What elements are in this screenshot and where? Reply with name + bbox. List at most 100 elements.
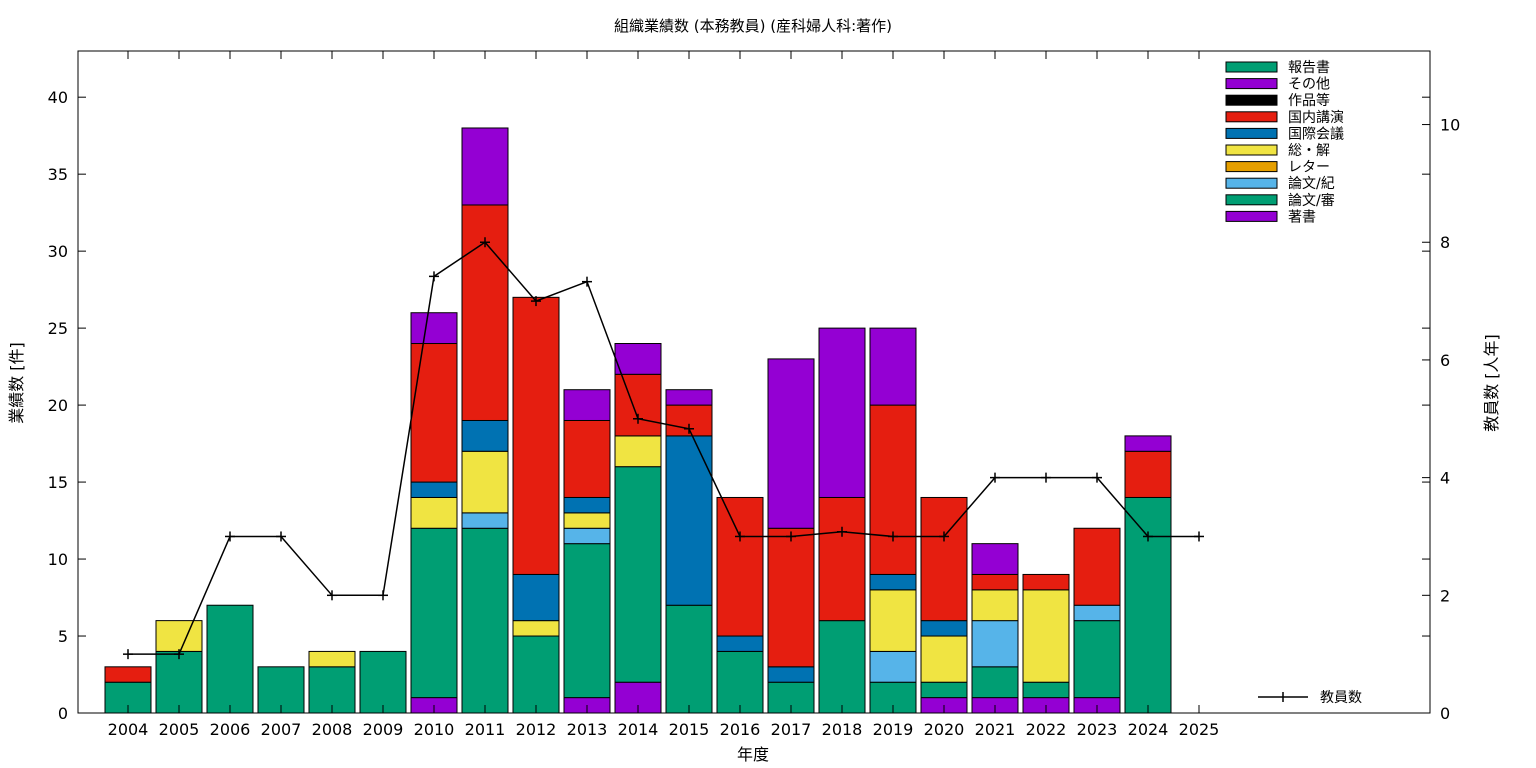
teacher-count-point	[1092, 472, 1102, 483]
bar-segment	[1124, 496, 1172, 714]
bar-segment	[1073, 527, 1121, 606]
teacher-count-point	[378, 590, 388, 601]
y-tick-label: 5	[58, 627, 68, 646]
teacher-count-point	[684, 423, 694, 434]
legend-swatch	[1225, 111, 1278, 123]
x-tick-label: 2015	[669, 720, 710, 739]
bar-segment	[461, 127, 509, 206]
bar-segment	[563, 512, 611, 529]
bar-segment	[665, 389, 713, 406]
bar-segment	[104, 666, 152, 683]
bar-segment	[512, 296, 560, 575]
y-tick-label: 15	[48, 473, 68, 492]
x-tick-label: 2004	[108, 720, 149, 739]
teacher-count-point	[633, 413, 643, 424]
left-axis: 0 5 10 15 20 25 30 35 40	[48, 88, 1430, 723]
bar-segment	[410, 343, 458, 483]
bar-segment	[461, 419, 509, 452]
bar-segment	[614, 343, 662, 375]
legend-label: 作品等	[1288, 92, 1330, 109]
x-axis: 2004 2005 2006 2007 2008 2009 2010 2011 2012 2013…	[108, 51, 1219, 739]
bar-segment	[767, 358, 815, 529]
legend-label: その他	[1288, 77, 1330, 93]
teacher-count-point	[123, 649, 133, 660]
x-tick-label: 2010	[414, 720, 455, 739]
x-tick-label: 2024	[1128, 720, 1169, 739]
bar-segment	[206, 604, 254, 714]
legend-swatch	[1225, 177, 1278, 189]
teacher-count-point	[174, 649, 184, 660]
bar-segment	[512, 620, 560, 637]
bar-segment	[461, 527, 509, 714]
teacher-count-point	[990, 472, 1000, 483]
bar-segment	[869, 327, 917, 406]
legend-swatch	[1225, 144, 1278, 156]
legend-item: 国際会議	[1225, 125, 1344, 142]
legend-swatch	[1225, 194, 1278, 206]
legend-label: 著書	[1288, 209, 1316, 225]
y2-tick-label: 2	[1440, 586, 1450, 605]
teacher-count-series	[128, 241, 1199, 655]
y2-axis-label: 教員数 [人年]	[1482, 334, 1501, 432]
y2-tick-label: 8	[1440, 233, 1450, 252]
bar-segment	[920, 635, 968, 683]
bar-segment	[359, 650, 407, 714]
bar-segment	[971, 589, 1019, 622]
legend-item-line: 教員数	[1258, 690, 1362, 706]
x-tick-label: 2011	[465, 720, 506, 739]
bar-segment	[971, 666, 1019, 699]
bar-segment	[614, 466, 662, 683]
y2-tick-label: 10	[1440, 116, 1460, 135]
teacher-count-point	[429, 271, 439, 282]
y-tick-label: 35	[48, 165, 68, 184]
bar-segment	[716, 496, 764, 637]
teacher-count-point	[735, 531, 745, 542]
bar-segment	[869, 589, 917, 652]
legend-label: 論文/紀	[1288, 176, 1335, 192]
legend-label: 国際会議	[1288, 125, 1344, 142]
bar-segment	[461, 450, 509, 514]
bar-segment	[563, 389, 611, 421]
teacher-count-point	[582, 276, 592, 287]
bar-segment	[971, 620, 1019, 668]
bar-segment	[920, 496, 968, 622]
bar-segment	[512, 573, 560, 622]
legend-item: その他	[1225, 77, 1330, 93]
bar-segment	[410, 481, 458, 498]
bar-segment	[665, 604, 713, 714]
x-tick-label: 2019	[873, 720, 914, 739]
bar-segment	[971, 573, 1019, 591]
legend-label: 教員数	[1320, 690, 1362, 706]
bar-segment	[155, 650, 203, 714]
bar-segment	[512, 635, 560, 714]
y-tick-label: 10	[48, 550, 68, 569]
legend-swatch	[1225, 161, 1278, 173]
x-tick-label: 2014	[618, 720, 659, 739]
x-tick-label: 2023	[1077, 720, 1118, 739]
y-tick-label: 20	[48, 396, 68, 415]
bar-segment	[461, 512, 509, 529]
bar-segment	[716, 635, 764, 652]
bar-segment	[767, 666, 815, 683]
x-axis-label: 年度	[737, 745, 769, 764]
bar-segment	[818, 327, 866, 498]
x-tick-label: 2021	[975, 720, 1016, 739]
bar-segment	[410, 496, 458, 529]
legend-label: 総・解	[1288, 143, 1330, 159]
bar-segment	[1124, 450, 1172, 498]
teacher-count-point	[327, 590, 337, 601]
y-tick-label: 30	[48, 242, 68, 261]
bar-segment	[818, 496, 866, 622]
bar-segment	[869, 404, 917, 575]
y2-tick-label: 4	[1440, 469, 1450, 488]
bar-segment	[614, 435, 662, 468]
bar-segment	[869, 573, 917, 591]
legend-swatch	[1225, 127, 1278, 139]
bar-segment	[920, 681, 968, 699]
bar-segment	[767, 527, 815, 668]
bar-segment	[869, 650, 917, 683]
legend-label: 報告書	[1288, 60, 1330, 76]
teacher-count-point	[1194, 531, 1204, 542]
legend-item: 総・解	[1225, 143, 1330, 159]
